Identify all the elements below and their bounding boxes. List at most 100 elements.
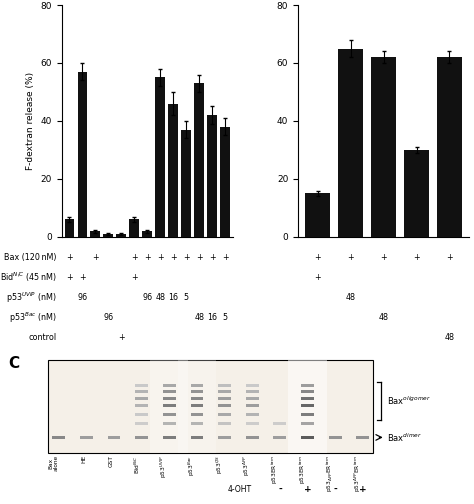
Text: +: +: [92, 253, 99, 262]
Bar: [91, 231, 100, 237]
Text: 48: 48: [445, 333, 455, 342]
Text: +: +: [304, 485, 311, 494]
Bar: [246, 436, 259, 439]
Bar: [218, 422, 231, 425]
Text: 4-OHT: 4-OHT: [228, 485, 252, 494]
Text: +: +: [359, 485, 367, 494]
Bar: [273, 422, 286, 425]
Text: Bax$^{oligomer}$: Bax$^{oligomer}$: [387, 395, 431, 407]
Bar: [103, 234, 113, 237]
Y-axis label: F-dextran release (%): F-dextran release (%): [26, 72, 35, 170]
Bar: [301, 404, 314, 407]
Bar: [163, 390, 176, 393]
Bar: [191, 413, 203, 416]
Text: +: +: [170, 253, 176, 262]
Text: p53$^{ΔPP}$ER$^{tam}$: p53$^{ΔPP}$ER$^{tam}$: [353, 455, 363, 492]
Text: C: C: [9, 356, 19, 371]
Bar: [191, 436, 203, 439]
Bar: [117, 234, 126, 237]
Text: Bid$^{N/C}$: Bid$^{N/C}$: [132, 455, 142, 474]
Bar: [163, 404, 176, 407]
Text: -: -: [278, 485, 282, 494]
Bar: [135, 384, 148, 387]
Bar: [218, 413, 231, 416]
Text: +: +: [347, 253, 354, 262]
Text: GST: GST: [109, 455, 114, 467]
Bar: [301, 413, 314, 416]
Bar: [194, 83, 204, 237]
Text: p53ER$^{tam}$: p53ER$^{tam}$: [270, 455, 280, 484]
Bar: [191, 390, 203, 393]
Text: +: +: [131, 253, 137, 262]
Bar: [182, 130, 191, 237]
Bar: [220, 127, 230, 237]
Bar: [207, 115, 217, 237]
Text: p53$^{ΔPP}$: p53$^{ΔPP}$: [242, 455, 252, 476]
Text: +: +: [209, 253, 216, 262]
Bar: [78, 72, 87, 237]
Text: p53$^{Bac}$ (nM): p53$^{Bac}$ (nM): [9, 310, 57, 325]
Bar: [329, 436, 342, 439]
Bar: [168, 104, 178, 237]
Bar: [135, 404, 148, 407]
Text: p53ER$^{tam}$: p53ER$^{tam}$: [298, 455, 308, 484]
Bar: [246, 390, 259, 393]
Bar: [218, 397, 231, 400]
Bar: [338, 48, 363, 237]
Bar: [301, 390, 314, 393]
Text: +: +: [222, 253, 228, 262]
Bar: [437, 57, 462, 237]
Bar: [135, 397, 148, 400]
Bar: [163, 384, 176, 387]
Bar: [288, 360, 327, 453]
Bar: [108, 436, 120, 439]
Text: +: +: [196, 253, 202, 262]
Bar: [371, 57, 396, 237]
Text: Bax
alone: Bax alone: [48, 455, 59, 471]
Bar: [150, 360, 189, 453]
Text: -: -: [333, 485, 337, 494]
Bar: [246, 384, 259, 387]
Text: +: +: [118, 333, 125, 342]
Text: +: +: [66, 273, 73, 282]
Text: p53$^{UVIP}$ (nM): p53$^{UVIP}$ (nM): [6, 290, 57, 304]
Text: 5: 5: [183, 293, 189, 302]
Text: p53$_{ΔPP}$ER$^{tam}$: p53$_{ΔPP}$ER$^{tam}$: [325, 455, 335, 492]
Text: +: +: [66, 253, 73, 262]
Bar: [301, 384, 314, 387]
Bar: [155, 78, 165, 237]
Bar: [218, 404, 231, 407]
Text: 16: 16: [207, 313, 217, 322]
Text: p53$^{Bac}$: p53$^{Bac}$: [187, 455, 197, 476]
Bar: [80, 436, 93, 439]
Text: 48: 48: [346, 293, 356, 302]
Bar: [142, 231, 152, 237]
Bar: [178, 360, 216, 453]
Text: 96: 96: [77, 293, 87, 302]
Text: HE: HE: [82, 455, 86, 463]
Text: +: +: [314, 253, 321, 262]
Bar: [191, 384, 203, 387]
Text: 48: 48: [194, 313, 204, 322]
Bar: [191, 397, 203, 400]
Bar: [163, 422, 176, 425]
Bar: [356, 436, 369, 439]
Text: +: +: [380, 253, 387, 262]
Text: 48: 48: [155, 293, 165, 302]
Bar: [301, 422, 314, 425]
Bar: [246, 413, 259, 416]
Text: +: +: [79, 273, 86, 282]
Text: p53$^{UVIP}$: p53$^{UVIP}$: [159, 455, 169, 478]
Text: +: +: [131, 273, 137, 282]
Text: 48: 48: [379, 313, 389, 322]
Text: p53$^{QS}$: p53$^{QS}$: [214, 455, 225, 474]
Bar: [135, 436, 148, 439]
Bar: [163, 413, 176, 416]
Text: 5: 5: [223, 313, 228, 322]
Text: +: +: [314, 273, 321, 282]
Bar: [218, 436, 231, 439]
Text: 16: 16: [168, 293, 178, 302]
Text: Bid$^{N/C}$ (45 nM): Bid$^{N/C}$ (45 nM): [0, 271, 57, 284]
Bar: [129, 220, 139, 237]
Bar: [163, 436, 176, 439]
